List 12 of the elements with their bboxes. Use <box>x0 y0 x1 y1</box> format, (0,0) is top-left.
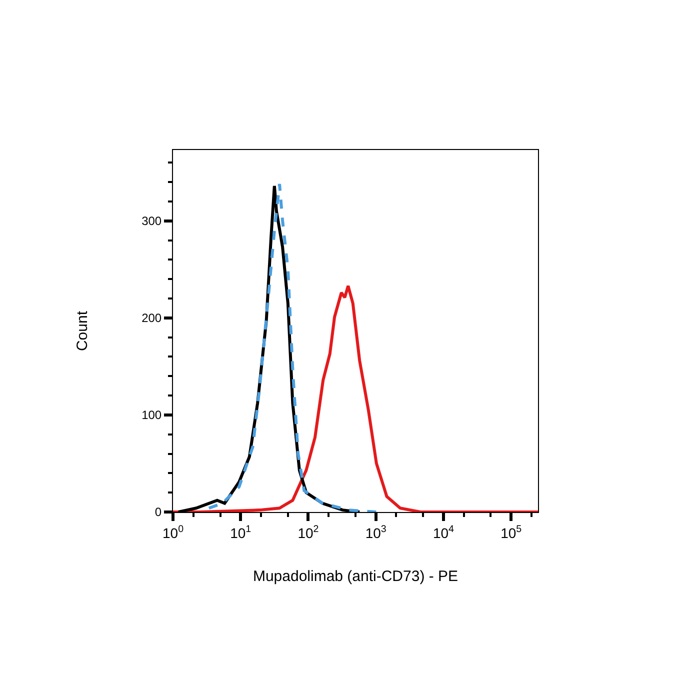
x-tick-label: 10$^{3}$ <box>365 524 387 541</box>
y-tick-label: 0 <box>154 505 162 520</box>
x-tick-label: 10$^{5}$ <box>500 524 522 541</box>
x-tick-label: 10$^{2}$ <box>298 524 319 541</box>
x-axis-title: Mupadolimab (anti-CD73) - PE <box>252 568 458 585</box>
y-tick-label: 300 <box>142 214 162 228</box>
x-tick-label: 10$^{1}$ <box>230 524 252 541</box>
y-tick-label: 200 <box>142 311 162 326</box>
y-axis-title: Count <box>74 310 91 352</box>
x-tick-label: 10$^{4}$ <box>432 524 455 541</box>
x-tick-label: 10$^{0}$ <box>162 524 184 541</box>
y-tick-label: 100 <box>142 408 162 422</box>
